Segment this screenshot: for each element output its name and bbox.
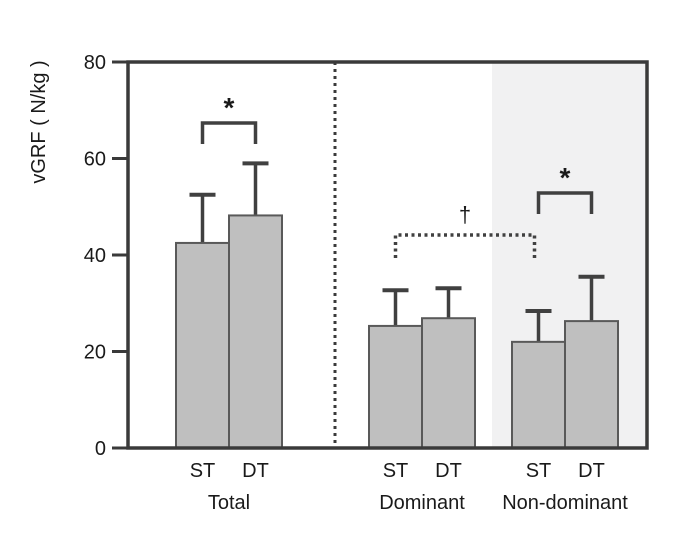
bar-non-dominant-st: [511, 340, 566, 450]
bar-dominant-dt: [421, 317, 476, 449]
plot-frame: [126, 60, 649, 450]
significance-symbol: †: [459, 202, 471, 227]
group-label: Total: [208, 492, 250, 514]
bar-dominant-st: [368, 324, 423, 449]
significance-bracket-solid: [536, 191, 594, 214]
x-tick-label: DT: [242, 460, 269, 482]
bar-non-dominant-dt: [564, 320, 619, 450]
significance-symbol: *: [224, 92, 235, 123]
x-tick-label: ST: [383, 460, 409, 482]
y-tick-label: 20: [84, 342, 106, 364]
bar-total-st: [175, 241, 230, 449]
y-axis-title: vGRF ( N/kg ): [28, 60, 50, 183]
y-tick-label: 60: [84, 149, 106, 171]
x-tick-label: ST: [190, 460, 216, 482]
x-tick-label: DT: [578, 460, 605, 482]
y-tick-label: 40: [84, 245, 106, 267]
bar-total-dt: [228, 214, 283, 449]
y-tick-label: 80: [84, 52, 106, 74]
y-tick-label: 0: [95, 438, 106, 460]
x-tick-label: ST: [526, 460, 552, 482]
group-label: Non-dominant: [502, 492, 628, 514]
significance-bracket-dotted: [393, 233, 537, 258]
significance-bracket-solid: [200, 121, 258, 144]
x-tick-label: DT: [435, 460, 462, 482]
significance-symbol: *: [560, 162, 571, 193]
group-label: Dominant: [379, 492, 465, 514]
